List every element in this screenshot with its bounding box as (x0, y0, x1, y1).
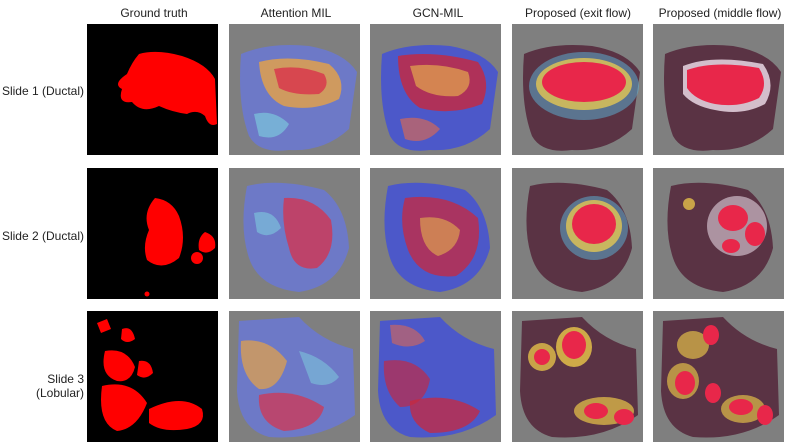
ground-truth-mask (87, 311, 218, 442)
column-title-proposed-middle-flow: Proposed (middle flow) (658, 6, 782, 20)
gcn-heatmap (370, 168, 501, 299)
middle-flow-heatmap (653, 311, 784, 442)
column-title-ground-truth: Ground truth (120, 6, 188, 20)
attention-heatmap (229, 168, 360, 299)
proposed-exit-flow-slide-2 (512, 168, 643, 299)
attention-heatmap (229, 24, 360, 155)
exit-flow-heatmap (512, 311, 643, 442)
gcn-heatmap (370, 24, 501, 155)
ground-truth-slide-2 (87, 168, 218, 299)
ground-truth-slide-3 (87, 311, 218, 442)
column-title-gcn-mil: GCN-MIL (412, 6, 464, 20)
exit-flow-heatmap (512, 168, 643, 299)
middle-flow-heatmap (653, 168, 784, 299)
proposed-middle-flow-slide-1 (653, 24, 784, 155)
ground-truth-slide-1 (87, 24, 218, 155)
exit-flow-heatmap (512, 24, 643, 155)
column-title-attention-mil: Attention MIL (260, 6, 332, 20)
ground-truth-mask (87, 168, 218, 299)
proposed-middle-flow-slide-2 (653, 168, 784, 299)
middle-flow-heatmap (653, 24, 784, 155)
row-label-slide-1: Slide 1 (Ductal) (1, 84, 84, 98)
row-label-slide-2: Slide 2 (Ductal) (1, 229, 84, 243)
gcn-mil-slide-2 (370, 168, 501, 299)
gcn-mil-slide-1 (370, 24, 501, 155)
ground-truth-mask (87, 24, 218, 155)
attention-mil-slide-3 (229, 311, 360, 442)
attention-heatmap (229, 311, 360, 442)
gcn-mil-slide-3 (370, 311, 501, 442)
proposed-exit-flow-slide-1 (512, 24, 643, 155)
attention-mil-slide-2 (229, 168, 360, 299)
proposed-middle-flow-slide-3 (653, 311, 784, 442)
gcn-heatmap (370, 311, 501, 442)
column-title-proposed-exit-flow: Proposed (exit flow) (524, 6, 632, 20)
attention-mil-slide-1 (229, 24, 360, 155)
proposed-exit-flow-slide-3 (512, 311, 643, 442)
row-label-slide-3: Slide 3 (Lobular) (35, 372, 84, 400)
